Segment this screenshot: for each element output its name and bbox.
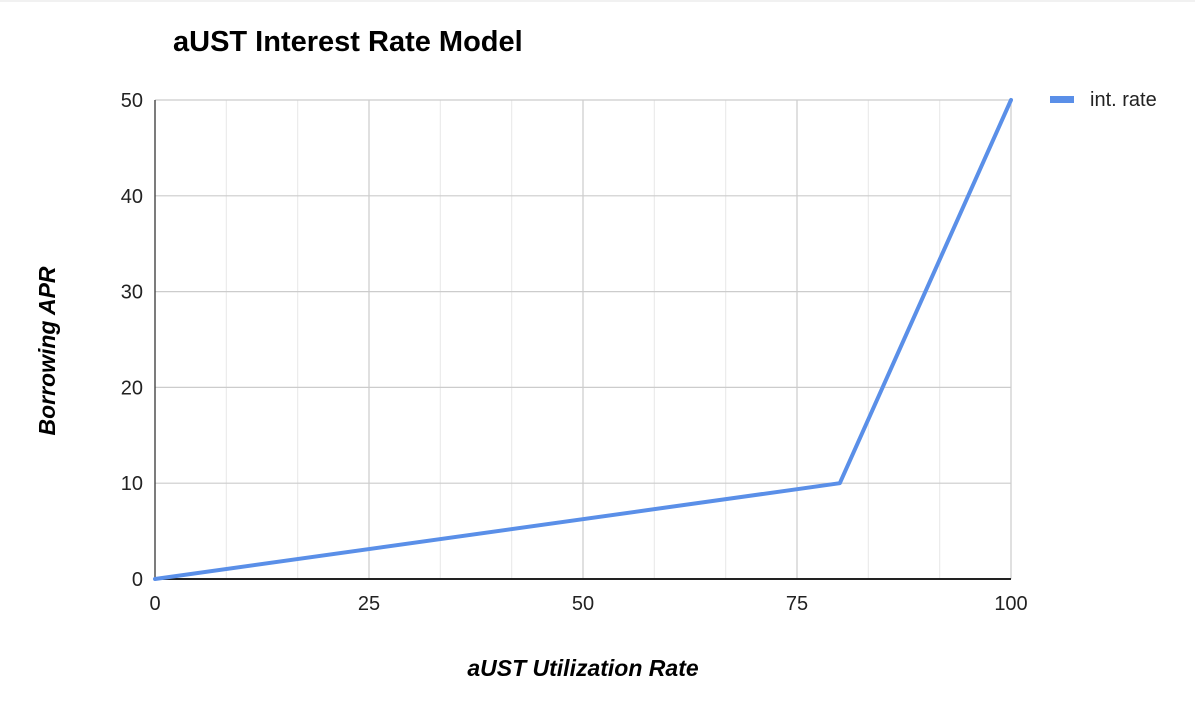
series-line-int-rate — [153, 98, 1013, 581]
chart-title: aUST Interest Rate Model — [173, 26, 523, 58]
x-tick-label: 0 — [149, 593, 160, 615]
x-axis-title: aUST Utilization Rate — [467, 655, 699, 681]
x-tick-label: 75 — [786, 593, 808, 615]
y-tick-label: 50 — [121, 90, 143, 112]
axes — [154, 100, 1011, 580]
series-lines — [153, 98, 1013, 581]
top-border — [0, 0, 1195, 2]
x-tick-label: 50 — [572, 593, 594, 615]
y-tick-label: 30 — [121, 282, 143, 304]
legend: int. rate — [1050, 89, 1157, 111]
y-axis-title: Borrowing APR — [34, 266, 60, 435]
legend-label-int-rate: int. rate — [1090, 89, 1157, 111]
tick-labels: 0 10 20 30 40 50 0 25 50 75 100 — [121, 90, 1028, 615]
x-tick-label: 25 — [358, 593, 380, 615]
y-tick-label: 20 — [121, 377, 143, 399]
y-tick-label: 40 — [121, 186, 143, 208]
legend-swatch-int-rate — [1050, 96, 1074, 103]
y-tick-label: 10 — [121, 473, 143, 495]
grid-lines — [155, 99, 1012, 579]
y-tick-label: 0 — [132, 569, 143, 591]
x-tick-label: 100 — [994, 593, 1027, 615]
